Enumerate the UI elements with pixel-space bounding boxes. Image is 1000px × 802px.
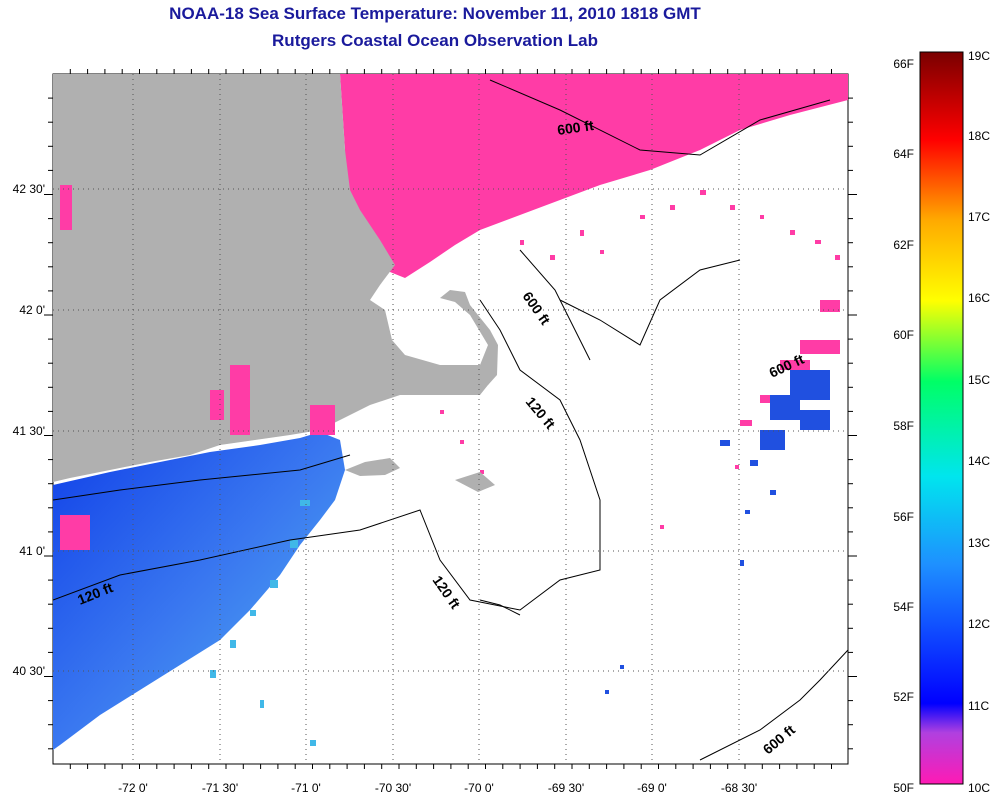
- y-tick-label: 40 30': [13, 664, 45, 678]
- colorbar-c-label: 10C: [968, 781, 990, 795]
- x-axis-labels: -72 0' -71 30' -71 0' -70 30' -70 0' -69…: [118, 781, 757, 795]
- colorbar-f-label: 60F: [893, 328, 914, 342]
- colorbar-c-label: 13C: [968, 536, 990, 550]
- x-tick-label: -70 0': [464, 781, 494, 795]
- colorbar-f-label: 58F: [893, 419, 914, 433]
- colorbar-c-label: 19C: [968, 49, 990, 63]
- colorbar-f-label: 64F: [893, 147, 914, 161]
- x-tick-label: -70 30': [375, 781, 411, 795]
- colorbar-f-label: 66F: [893, 57, 914, 71]
- x-tick-label: -69 0': [637, 781, 667, 795]
- y-axis-labels: 42 30' 42 0' 41 30' 41 0' 40 30': [13, 182, 45, 678]
- colorbar-c-label: 16C: [968, 291, 990, 305]
- colorbar-f-label: 62F: [893, 238, 914, 252]
- colorbar-f-labels: 66F 64F 62F 60F 58F 56F 54F 52F 50F: [893, 57, 914, 795]
- colorbar-f-label: 54F: [893, 600, 914, 614]
- x-tick-label: -69 30': [548, 781, 584, 795]
- colorbar-f-label: 50F: [893, 781, 914, 795]
- y-tick-label: 42 0': [19, 303, 45, 317]
- y-tick-label: 42 30': [13, 182, 45, 196]
- colorbar-c-labels: 19C 18C 17C 16C 15C 14C 13C 12C 11C 10C: [968, 49, 990, 795]
- colorbar-f-label: 52F: [893, 690, 914, 704]
- x-tick-label: -68 30': [721, 781, 757, 795]
- colorbar-c-label: 14C: [968, 454, 990, 468]
- colorbar-c-label: 17C: [968, 210, 990, 224]
- x-tick-label: -71 30': [202, 781, 238, 795]
- colorbar-f-label: 56F: [893, 510, 914, 524]
- colorbar-c-label: 18C: [968, 129, 990, 143]
- y-tick-label: 41 30': [13, 424, 45, 438]
- colorbar-c-label: 11C: [968, 699, 989, 713]
- colorbar: [920, 52, 963, 784]
- x-tick-label: -71 0': [291, 781, 321, 795]
- colorbar-c-label: 12C: [968, 617, 990, 631]
- colorbar-c-label: 15C: [968, 373, 990, 387]
- y-tick-label: 41 0': [19, 544, 45, 558]
- x-tick-label: -72 0': [118, 781, 148, 795]
